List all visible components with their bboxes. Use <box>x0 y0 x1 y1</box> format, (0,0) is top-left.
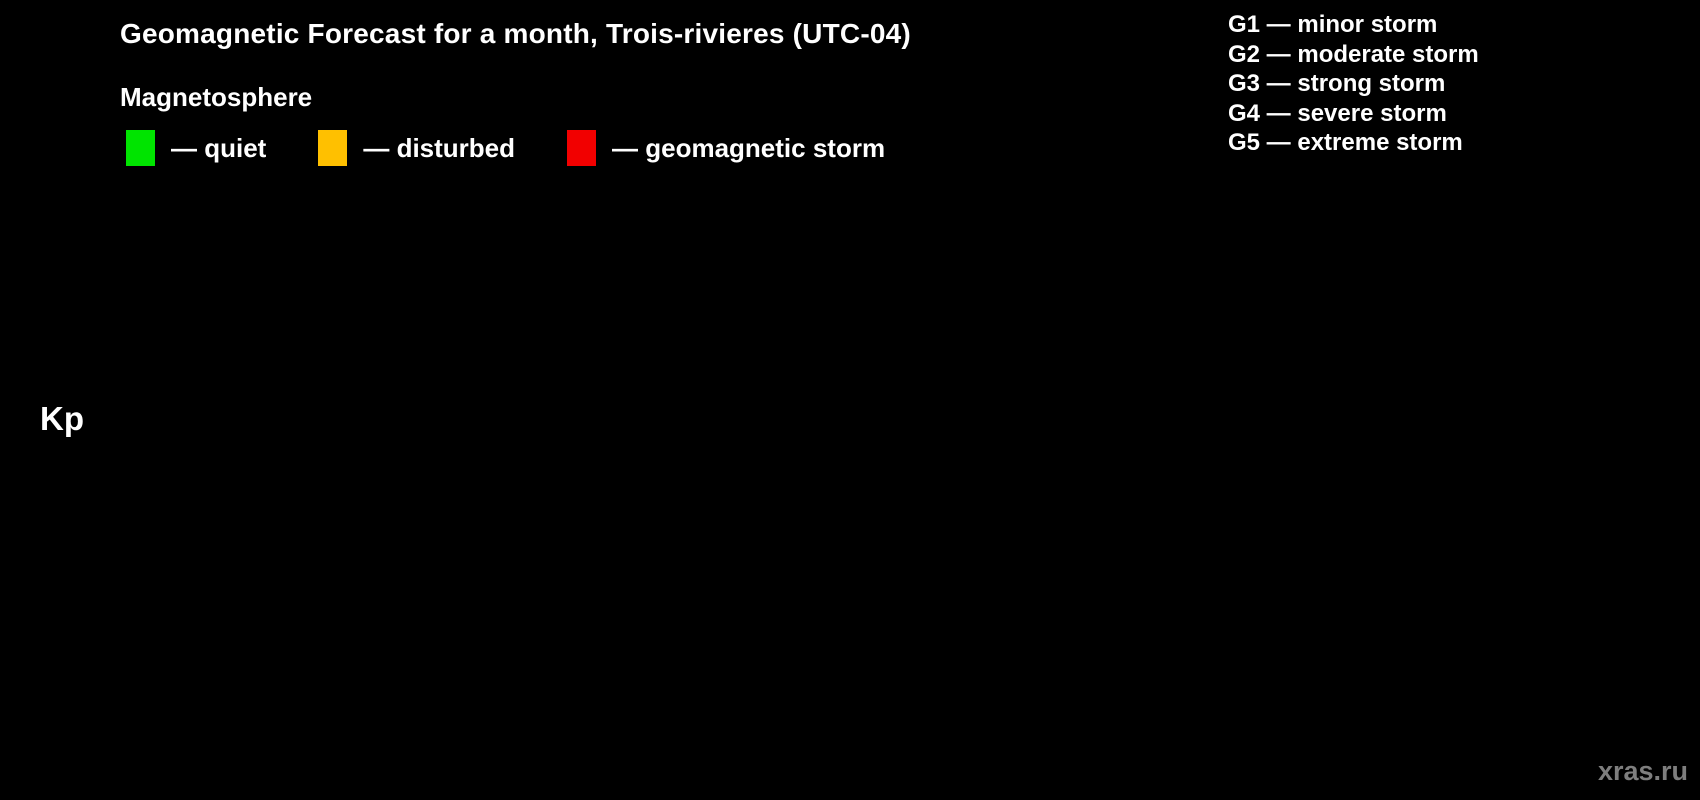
g2-legend-line: G2 — moderate storm <box>1228 40 1479 68</box>
legend-item-disturbed: — disturbed <box>318 130 515 166</box>
storm-color-swatch <box>567 130 597 166</box>
watermark: xras.ru <box>1597 756 1688 786</box>
page-title: Geomagnetic Forecast for a month, Trois-… <box>120 18 911 49</box>
quiet-legend-label: — quiet <box>171 132 267 163</box>
y-axis-title: Kp <box>40 400 84 437</box>
storm-legend-label: — geomagnetic storm <box>612 132 886 163</box>
quiet-color-swatch <box>126 130 155 166</box>
g1-legend-line: G1 — minor storm <box>1228 11 1438 38</box>
status-legend: — quiet — disturbed — geomagnetic storm <box>126 128 937 168</box>
chart-subtitle: Magnetosphere <box>120 82 313 112</box>
disturbed-legend-label: — disturbed <box>363 132 516 163</box>
disturbed-color-swatch <box>318 130 348 166</box>
g-scale-legend: G1 — minor storm G2 — moderate storm G3 … <box>1228 10 1479 158</box>
g4-legend-line: G4 — severe storm <box>1228 99 1447 127</box>
g3-legend-line: G3 — strong storm <box>1228 70 1446 97</box>
legend-item-quiet: — quiet <box>126 130 266 166</box>
g5-legend-line: G5 — extreme storm <box>1228 129 1463 156</box>
legend-item-storm: — geomagnetic storm <box>567 130 885 166</box>
